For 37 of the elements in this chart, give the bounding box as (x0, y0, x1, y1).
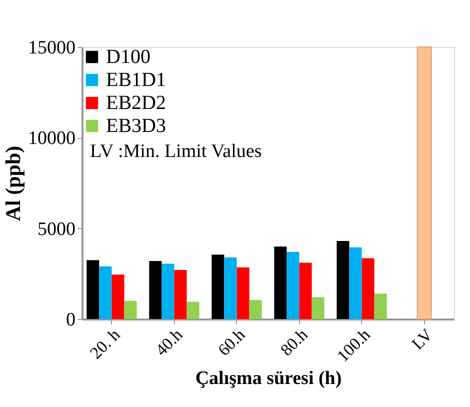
bar (99, 266, 112, 319)
bar (312, 297, 324, 319)
bar (336, 241, 350, 319)
annotation: LV :Min. Limit Values (90, 141, 262, 162)
legend-label: EB1D1 (106, 69, 166, 91)
bar (249, 300, 262, 319)
y-tick-label: 0 (66, 310, 76, 330)
y-tick-label: 10000 (28, 128, 76, 150)
bar (212, 254, 224, 319)
x-tick-label: 20. h (86, 324, 124, 363)
bar (349, 247, 362, 319)
x-tick-label: 80.h (276, 324, 312, 360)
x-tick-label: 40.h (152, 324, 187, 360)
bar (186, 302, 200, 319)
bar (236, 267, 250, 319)
y-tick-label: 15000 (28, 38, 76, 58)
legend-label: EB3D3 (106, 115, 166, 137)
bar (174, 270, 187, 319)
x-tick-label: 60.h (214, 324, 250, 360)
bar (112, 274, 124, 319)
bar (224, 257, 237, 319)
y-axis-title: Al (ppb) (1, 146, 25, 222)
bar (124, 300, 137, 319)
bar (362, 258, 374, 319)
y-tick-label: 5000 (38, 218, 76, 240)
bar (162, 264, 174, 319)
x-axis-title: Çalışma süresi (h) (195, 368, 342, 389)
legend-label: D100 (106, 46, 150, 68)
bar (416, 46, 432, 320)
bar (299, 262, 312, 319)
bar (274, 246, 287, 319)
x-tick-label: LV (408, 324, 437, 354)
bar (149, 260, 162, 319)
legend-label: EB2D2 (106, 92, 166, 114)
bar (286, 252, 300, 319)
bar (374, 294, 387, 319)
bar (86, 260, 100, 319)
